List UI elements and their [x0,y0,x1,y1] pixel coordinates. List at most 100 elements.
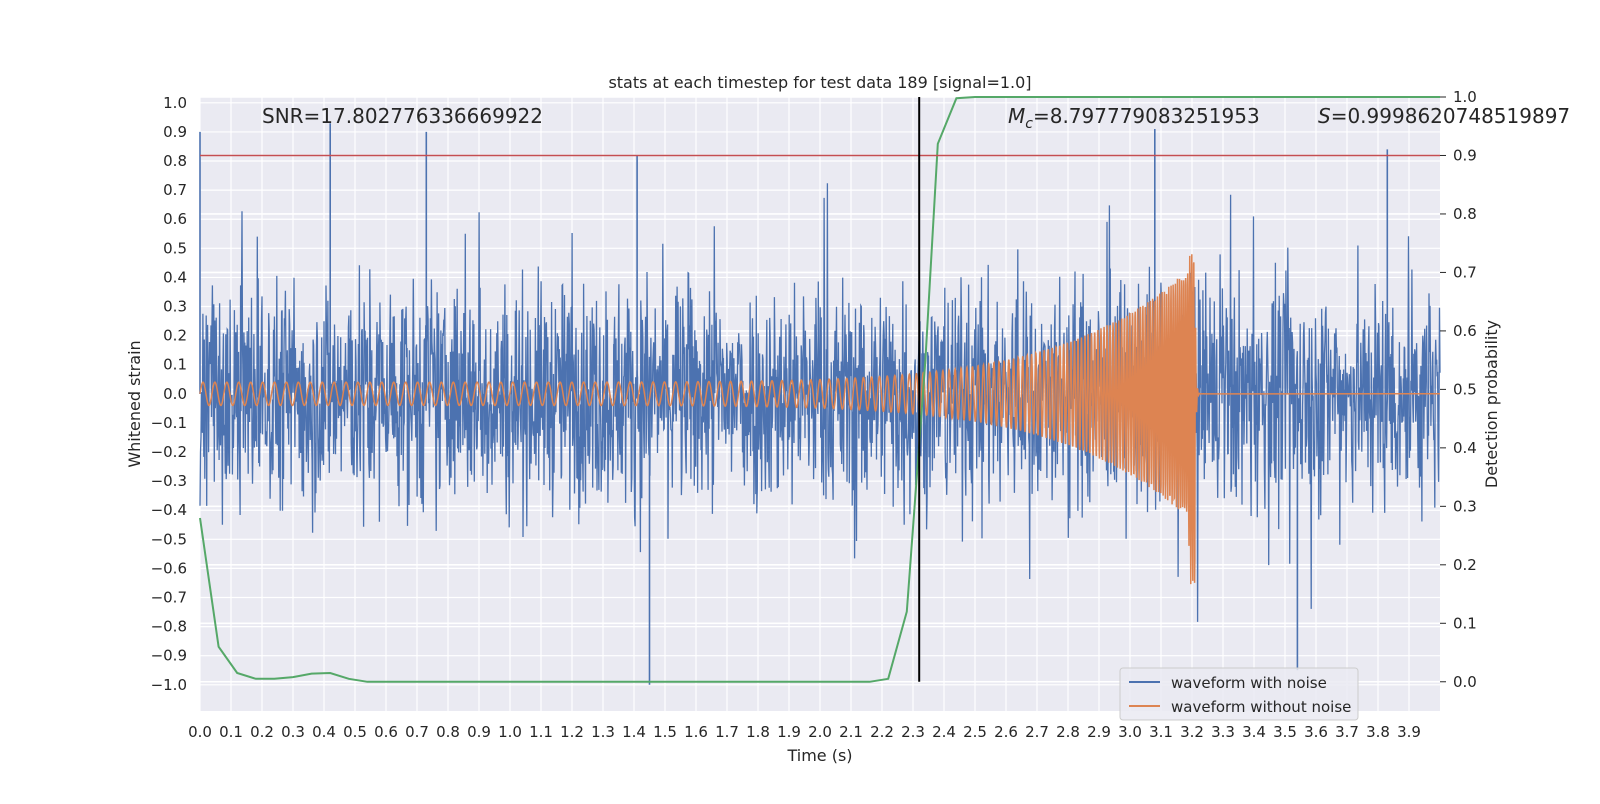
x-tick-label: 2.2 [870,723,894,741]
mc-subscript: c [1025,116,1033,132]
x-tick-label: 3.4 [1242,723,1266,741]
y-tick-label: 0.7 [163,181,187,199]
y-tick-label: −0.9 [151,647,187,665]
y-tick-label: −0.1 [151,414,187,432]
x-tick-label: 0.6 [374,723,398,741]
y-tick-label: −0.7 [151,589,187,607]
y2-tick-label: 0.2 [1453,556,1477,574]
y-tick-label: 0.9 [163,123,187,141]
chart-title: stats at each timestep for test data 189… [608,73,1031,92]
y-tick-label: 1.0 [163,94,187,112]
x-tick-label: 0.1 [219,723,243,741]
y2-tick-label: 0.8 [1453,205,1477,223]
x-tick-label: 0.8 [436,723,460,741]
y2-tick-label: 0.0 [1453,673,1477,691]
y-tick-label: −0.6 [151,559,187,577]
s-value: =0.9998620748519897 [1331,104,1570,128]
y-tick-label: −0.3 [151,472,187,490]
x-tick-label: 3.6 [1304,723,1328,741]
series-probability [199,96,1440,683]
y-tick-label: 0.4 [163,268,187,286]
y2-tick-label: 0.1 [1453,614,1477,632]
x-tick-label: 3.2 [1180,723,1204,741]
y-tick-label: 0.5 [163,239,187,257]
x-axis-label: Time (s) [786,746,852,765]
series-clean [199,254,1441,585]
noisy-waveform-line [199,183,1441,622]
y-tick-label: 0.6 [163,210,187,228]
x-tick-label: 2.5 [963,723,987,741]
y-tick-label: 0.2 [163,327,187,345]
y2-tick-label: 0.3 [1453,497,1477,515]
y-tick-label: −1.0 [151,676,187,694]
series-noisy [199,123,1441,685]
x-tick-label: 0.5 [343,723,367,741]
x-tick-label: 3.1 [1149,723,1173,741]
x-tick-label: 2.3 [901,723,925,741]
x-ticks: 0.0 0.1 0.2 0.3 0.4 0.5 0.6 0.7 0.8 0.9 1.0 1.1 1.2 1… [188,723,1421,741]
y-tick-label: 0.3 [163,298,187,316]
y-tick-label: −0.5 [151,530,187,548]
probability-line [199,96,1440,683]
x-tick-label: 3.9 [1397,723,1421,741]
y-tick-label: 0.8 [163,152,187,170]
y-tick-label: 0.0 [163,385,187,403]
x-tick-label: 0.7 [405,723,429,741]
x-tick-label: 1.5 [653,723,677,741]
clean-waveform-line [199,254,1441,585]
y2-tick-label: 0.5 [1453,380,1477,398]
x-tick-label: 0.3 [281,723,305,741]
reference-lines [200,97,1440,682]
y2-ticks: 1.0 0.9 0.8 0.7 0.6 0.5 0.4 0.3 0.2 0.1 0.0 [1440,88,1477,691]
legend-box [1119,667,1359,721]
y2-tick-label: 0.7 [1453,263,1477,281]
x-tick-label: 1.0 [498,723,522,741]
y2-axis-label: Detection probability [1482,320,1501,488]
y2-tick-label: 1.0 [1453,88,1477,106]
score-annotation: S=0.9998620748519897 [1318,104,1570,128]
x-tick-label: 2.4 [932,723,956,741]
x-tick-label: 0.4 [312,723,336,741]
legend: waveform with noise waveform without noi… [1119,667,1359,721]
x-tick-label: 3.8 [1366,723,1390,741]
y-tick-label: −0.8 [151,618,187,636]
y2-tick-label: 0.9 [1453,146,1477,164]
x-tick-label: 0.0 [188,723,212,741]
x-tick-label: 2.6 [994,723,1018,741]
y2-tick-label: 0.4 [1453,439,1477,457]
y-tick-label: 0.1 [163,356,187,374]
x-tick-label: 1.7 [715,723,739,741]
x-tick-label: 1.6 [684,723,708,741]
x-tick-label: 1.2 [560,723,584,741]
x-tick-label: 2.1 [839,723,863,741]
x-tick-label: 3.0 [1118,723,1142,741]
y-axis-label: Whitened strain [125,340,144,467]
x-tick-label: 1.9 [777,723,801,741]
x-tick-label: 1.4 [622,723,646,741]
y2-tick-label: 0.6 [1453,322,1477,340]
mc-symbol: M [1008,104,1025,128]
legend-label-noisy: waveform with noise [1171,674,1327,692]
chirp-mass-annotation: Mc=8.797779083251953 [1008,104,1260,132]
legend-label-clean: waveform without noise [1171,698,1351,716]
x-tick-label: 1.8 [746,723,770,741]
x-tick-label: 2.7 [1025,723,1049,741]
x-tick-label: 3.7 [1335,723,1359,741]
mc-value: =8.797779083251953 [1033,104,1260,128]
y-tick-label: −0.4 [151,501,187,519]
x-tick-label: 0.9 [467,723,491,741]
y-ticks: 1.0 0.9 0.8 0.7 0.6 0.5 0.4 0.3 0.2 0.1 0.0 −0.1 −0.… [151,94,187,694]
x-tick-label: 2.8 [1056,723,1080,741]
x-tick-label: 3.5 [1273,723,1297,741]
x-tick-label: 3.3 [1211,723,1235,741]
x-tick-label: 0.2 [250,723,274,741]
snr-annotation: SNR=17.802776336669922 [262,104,543,128]
x-tick-label: 2.9 [1087,723,1111,741]
y-tick-label: −0.2 [151,443,187,461]
s-symbol: S [1318,104,1331,128]
x-tick-label: 2.0 [808,723,832,741]
x-tick-label: 1.3 [591,723,615,741]
x-tick-label: 1.1 [529,723,553,741]
